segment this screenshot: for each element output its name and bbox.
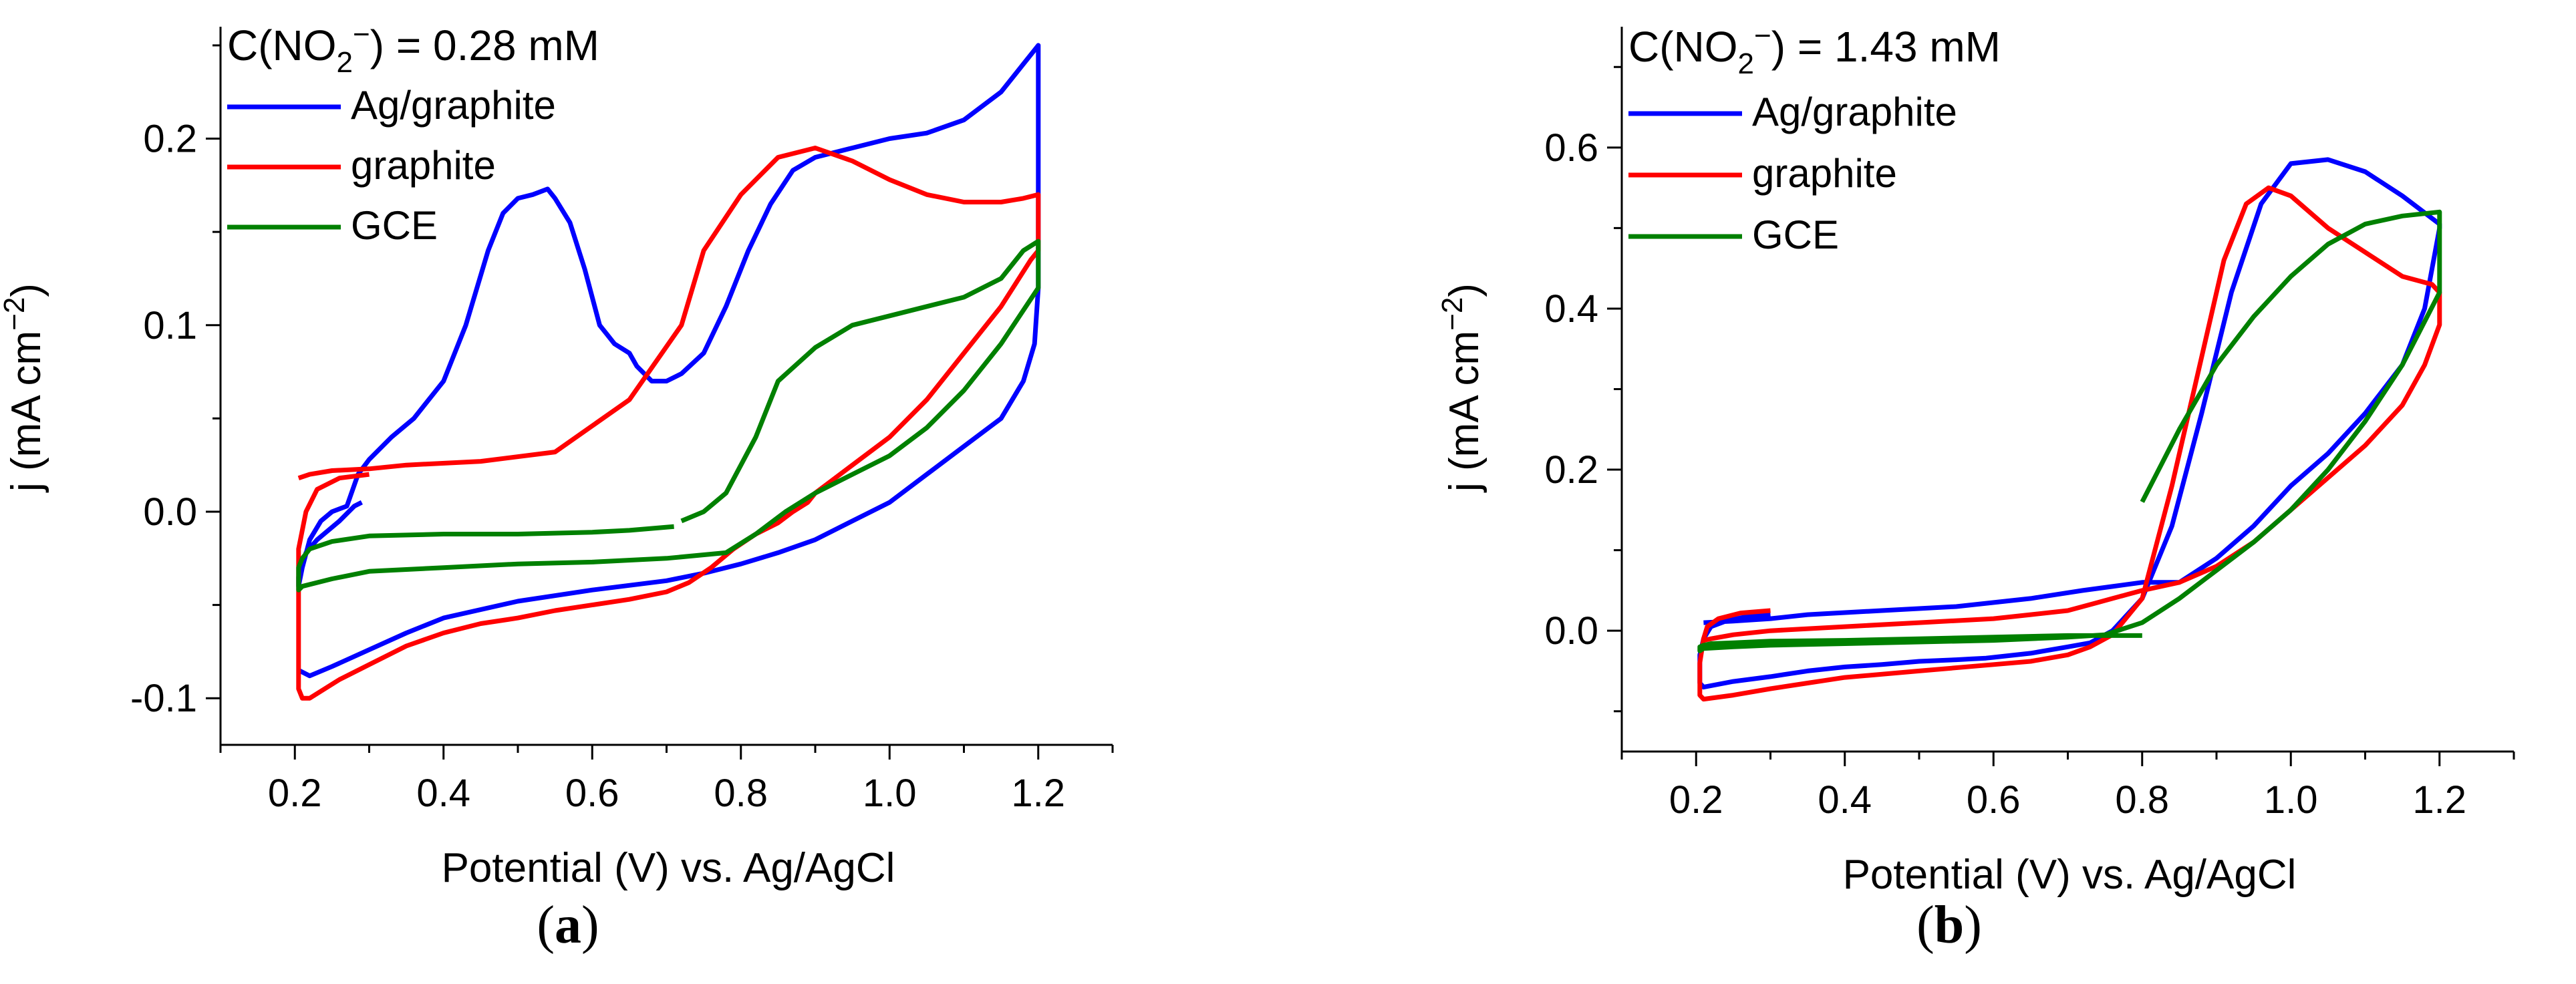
- x-tick-label: 1.0: [863, 772, 917, 815]
- chart-a-svg: 0.2 0.4 0.6 0.8 1.0 1.2 -0.1 0.0 0.1 0.2 C(NO2−) =…: [0, 18, 1114, 891]
- x-tick-label: 0.4: [416, 772, 470, 815]
- chart-title: C(NO2−) = 1.43 mM: [1628, 19, 2001, 80]
- y-axis-label: j (mA cm−2): [1436, 283, 1487, 493]
- legend-label: Ag/graphite: [351, 83, 556, 128]
- x-tick-label: 0.8: [714, 772, 768, 815]
- chart-panel-b: 0.2 0.4 0.6 0.8 1.0 1.2 0.0 0.2 0.4 0.6 C(NO2−) = …: [1288, 0, 2576, 984]
- x-tick-label: 0.4: [1818, 778, 1872, 822]
- x-tick-label: 1.2: [1011, 772, 1065, 815]
- x-axis-label: Potential (V) vs. Ag/AgCl: [442, 845, 895, 891]
- y-axis-label: j (mA cm−2): [0, 283, 49, 493]
- legend-label: Ag/graphite: [1752, 90, 1957, 134]
- legend-label: graphite: [1752, 151, 1897, 196]
- y-tick-label: 0.6: [1544, 126, 1598, 170]
- chart-panel-a: 0.2 0.4 0.6 0.8 1.0 1.2 -0.1 0.0 0.1 0.2 C(NO2−) =…: [0, 18, 1114, 955]
- legend-label: GCE: [351, 203, 438, 248]
- y-tick-label: 0.1: [143, 304, 197, 347]
- x-tick-label: 1.0: [2264, 778, 2318, 822]
- x-tick-label: 1.2: [2412, 778, 2466, 822]
- x-tick-label: 0.6: [1967, 778, 2021, 822]
- series-line-gce: [1697, 209, 2442, 653]
- y-tick-label: -0.1: [130, 677, 197, 720]
- chart-b-svg: 0.2 0.4 0.6 0.8 1.0 1.2 0.0 0.2 0.4 0.6 C(NO2−) = …: [1436, 19, 2515, 898]
- series-line-graphite: [1697, 185, 2442, 702]
- series-line-ag-graphite: [1697, 157, 2442, 690]
- panel-label-a: (a): [537, 896, 599, 955]
- panel-label-b: (b): [1916, 896, 1982, 955]
- x-tick-label: 0.2: [1669, 778, 1723, 822]
- y-tick-label: 0.0: [1544, 609, 1598, 653]
- legend-label: GCE: [1752, 212, 1839, 257]
- legend-label: graphite: [351, 143, 496, 188]
- series-line-ag-graphite: [296, 43, 1041, 679]
- y-tick-label: 0.2: [1544, 448, 1598, 492]
- x-tick-label: 0.8: [2115, 778, 2169, 822]
- x-tick-label: 0.6: [565, 772, 619, 815]
- chart-title: C(NO2−) = 0.28 mM: [227, 18, 599, 79]
- y-tick-label: 0.2: [143, 118, 197, 161]
- x-axis-label: Potential (V) vs. Ag/AgCl: [1843, 852, 2297, 898]
- series-line-gce: [296, 238, 1041, 593]
- x-tick-label: 0.2: [268, 772, 322, 815]
- y-tick-label: 0.4: [1544, 287, 1598, 331]
- y-tick-label: 0.0: [143, 490, 197, 534]
